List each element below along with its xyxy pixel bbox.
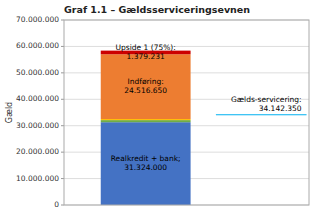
tick-label: 30.000.000 [16, 121, 59, 130]
reference-label: Gælds-servicering:34.142.350 [231, 95, 302, 113]
bar-segment [101, 54, 191, 119]
title: Graf 1.1 – Gældsserviceringsevnen [64, 4, 250, 15]
tick-label: 50.000.000 [16, 68, 59, 77]
y-axis-label: Gæld [5, 102, 14, 123]
bar-segment [101, 120, 191, 122]
grid-line [64, 46, 309, 47]
tick-label: 0 [54, 200, 59, 209]
plot-frame [64, 20, 309, 205]
tick-label: 20.000.000 [16, 147, 59, 156]
data-label: Realkredit + bank;31.324.000 [111, 154, 181, 172]
chart: 0 10.000.000 20.000.000 30.000.000 40.000.00… [0, 0, 317, 213]
tick-label: 70.000.000 [16, 15, 59, 24]
grid [64, 20, 309, 205]
tick-label: 40.000.000 [16, 94, 59, 103]
tick-label: 10.000.000 [16, 174, 59, 183]
data-label: Indføring:24.516.650 [124, 77, 167, 95]
tick-label: 60.000.000 [16, 41, 59, 50]
bars [101, 51, 191, 205]
y-ticks: 0 10.000.000 20.000.000 30.000.000 40.000.00… [16, 15, 64, 209]
bar-segment [101, 122, 191, 205]
data-label: Upside 1 (75%):1.379.231 [116, 43, 176, 61]
bar-segment [101, 119, 191, 120]
reference-line [216, 114, 307, 115]
data-labels: Realkredit + bank;31.324.000 Indføring:24… [111, 43, 181, 172]
page: {"chart_data": {"type": "bar", "stacked"… [0, 0, 317, 213]
